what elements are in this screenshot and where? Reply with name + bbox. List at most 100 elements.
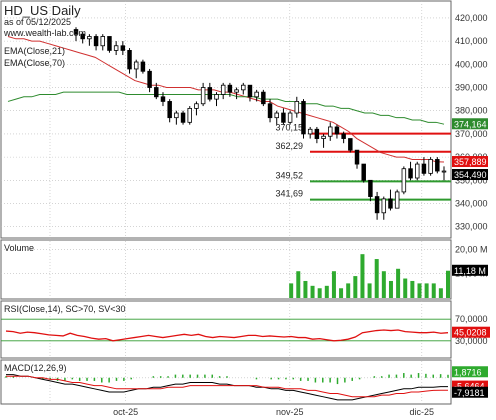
price-tick-label: 390,000 [455,83,488,93]
candle-down [247,84,253,98]
candle-down [160,96,166,102]
macd-last-hist-label-bg [452,366,488,378]
macd-last-macd-label: -5,6464 [454,382,485,392]
volume-bar [388,280,393,298]
as-of-date: as of 05/12/2025 [4,17,71,27]
volume-bar [374,259,379,298]
volume-bar [303,280,308,298]
level-label: 341,69 [275,189,303,199]
candle-down [348,138,353,151]
x-tick-label: nov-25 [276,407,304,417]
volume-bar [381,271,386,298]
candle-up [394,191,400,209]
macd-layer [5,373,449,401]
rsi-panel-frame [0,300,452,359]
candle-down [374,196,380,214]
labels-layer: 374,164 357,889 354,490 11,18 M 45,0208 1,871… [452,118,490,398]
candle-down [368,179,373,197]
level-label: 370,15 [275,123,303,133]
candle-up [287,112,293,123]
ema21-last-label-bg [452,156,488,168]
candle-down [154,87,159,98]
candle-down [435,159,440,172]
candle-up [234,89,239,93]
candle-up [87,36,92,40]
candle-up [401,168,407,193]
candle-up [321,135,326,139]
volume-bar [331,271,336,298]
candle-up [133,61,139,70]
volume-bar [417,283,422,298]
candle-up [187,108,192,123]
candle-down [361,163,366,181]
volume-layer [289,254,450,298]
ema70-last-label: 374,164 [454,119,487,129]
level-label: 349,52 [275,170,303,180]
candle-up [428,159,433,174]
candle-up [441,170,447,173]
candle-down [227,84,233,93]
volume-label: Volume [4,243,34,253]
candle-up [100,36,106,47]
x-tick-label: oct-25 [113,407,138,417]
candle-down [261,91,266,105]
candle-down [354,149,360,165]
volume-bar [396,268,401,298]
legend-ema21: EMA(Close,21) [4,46,65,56]
candle-up [254,91,259,98]
candle-down [334,126,340,135]
volume-bar [360,254,365,298]
candle-down [120,45,126,51]
price-tick-label: 410,000 [455,36,488,46]
candle-down [408,168,413,179]
price-tick-label: 370,000 [455,129,488,139]
legend-ema70: EMA(Close,70) [4,58,65,68]
level-label: 362,29 [275,141,303,151]
volume-bar [353,276,358,298]
site-url: www.wealth-lab.com [3,28,86,38]
macd-signal-line [6,375,448,398]
rsi-tick-label: 70,0000 [455,314,488,324]
ema70-last-label-bg [452,118,488,130]
candle-down [147,70,152,88]
candle-up [214,94,219,100]
volume-bar [431,283,436,298]
volume-bar [424,283,429,298]
volume-bar [346,283,351,298]
levels-layer: 370,15 362,29 349,52 341,69 [275,123,451,201]
volume-bar [367,283,372,298]
candle-up [194,103,199,109]
rsi-last-label: 45,0208 [454,328,487,338]
macd-last-signal-label-bg [452,386,488,398]
candle-up [174,112,179,119]
volume-bar [317,288,322,298]
price-tick-label: 380,000 [455,106,488,116]
candle-up [274,112,279,119]
rsi-layer [5,329,449,342]
candle-down [314,128,320,139]
macd-last-hist-label: 1,8716 [454,367,482,377]
close-last-label: 354,490 [454,170,487,180]
volume-last-label: 11,18 M [454,266,486,276]
x-tick-label: dic-25 [410,407,435,417]
macd-line [6,374,448,401]
price-tick-label: 420,000 [455,13,488,23]
rsi-line [5,329,449,342]
volume-tick-label: 20,00 M [455,244,488,254]
ema-layer [7,36,445,163]
candle-down [421,163,427,174]
candle-down [281,112,286,123]
volume-last-bg [452,264,488,276]
candle-down [388,198,393,209]
rsi-label: RSI(Close,14), SC>70, SV<30 [4,304,126,314]
candle-down [167,101,172,119]
volume-bar [289,283,294,298]
candle-up [414,163,420,179]
candle-down [207,87,213,100]
candles-layer [73,27,447,220]
macd-last-macd-label-bg [452,380,488,392]
candle-up [328,126,333,137]
macd-label: MACD(12,26,9) [4,363,67,373]
